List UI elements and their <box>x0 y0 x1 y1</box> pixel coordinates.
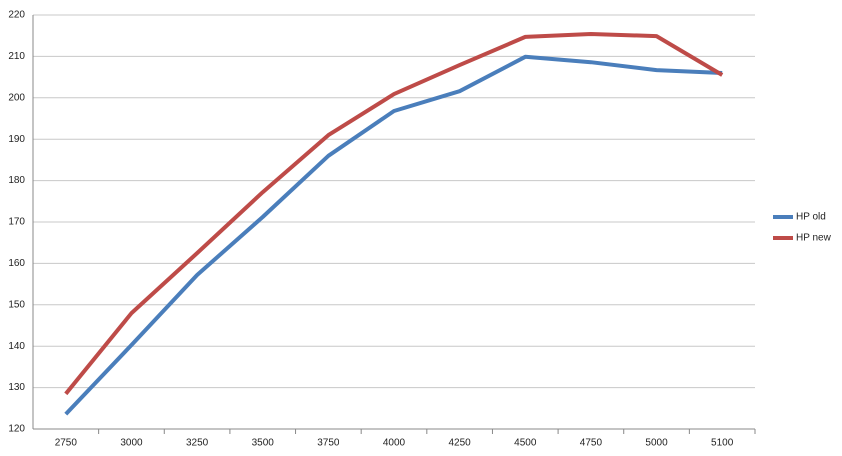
y-tick-label: 210 <box>8 51 25 62</box>
y-tick-label: 200 <box>8 92 25 103</box>
y-tick-label: 160 <box>8 258 25 269</box>
y-tick-label: 120 <box>8 424 25 435</box>
y-tick-label: 180 <box>8 175 25 186</box>
x-tick-label: 5000 <box>645 438 668 449</box>
x-tick-label: 4250 <box>449 438 472 449</box>
legend-label: HP old <box>796 212 826 223</box>
x-tick-label: 4000 <box>383 438 406 449</box>
x-tick-label: 5100 <box>711 438 734 449</box>
legend-label: HP new <box>796 233 832 244</box>
series-line <box>64 32 724 396</box>
y-tick-label: 140 <box>8 341 25 352</box>
x-tick-label: 3500 <box>252 438 275 449</box>
y-tick-label: 150 <box>8 299 25 310</box>
y-tick-label: 170 <box>8 217 25 228</box>
x-tick-label: 3250 <box>186 438 209 449</box>
x-tick-label: 4750 <box>580 438 603 449</box>
x-tick-label: 4500 <box>514 438 537 449</box>
y-tick-label: 190 <box>8 134 25 145</box>
x-tick-label: 2750 <box>55 438 78 449</box>
x-tick-label: 3000 <box>120 438 143 449</box>
x-tick-label: 3750 <box>317 438 340 449</box>
series-line <box>64 54 723 416</box>
y-tick-label: 130 <box>8 382 25 393</box>
y-tick-label: 220 <box>8 10 25 21</box>
